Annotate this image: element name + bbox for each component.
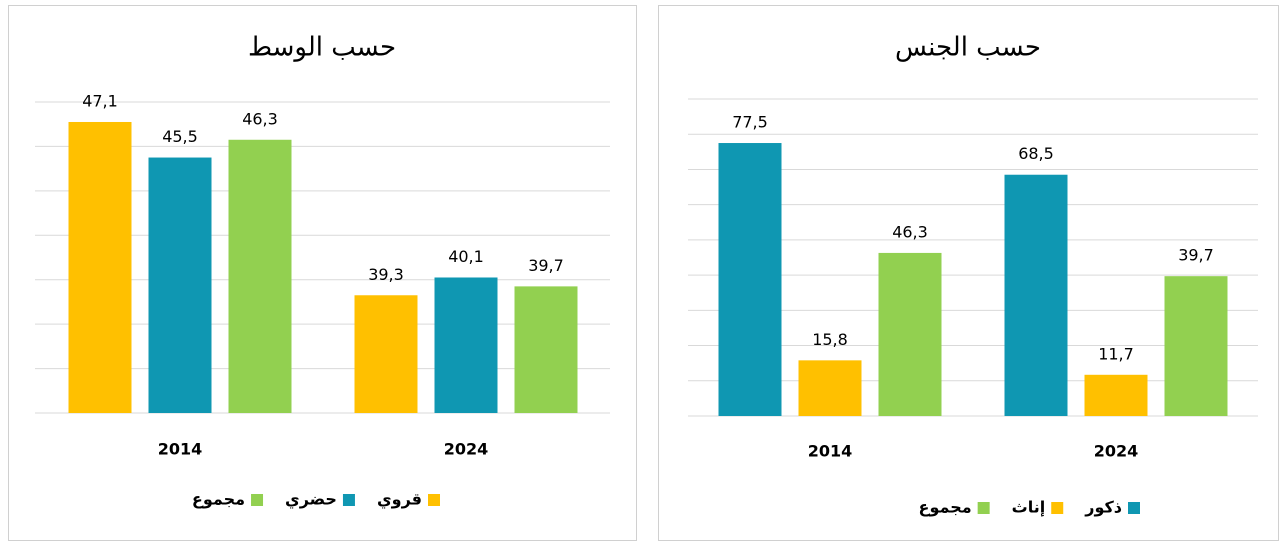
legend-swatch: [342, 494, 355, 506]
legend-label: حضري: [285, 490, 337, 510]
bar: [148, 157, 212, 413]
bar: [68, 121, 132, 413]
data-label: 39,7: [1178, 246, 1214, 265]
bar: [798, 360, 862, 416]
legend-swatch: [1051, 502, 1064, 514]
bar: [354, 295, 418, 413]
legend-label: مجموع: [919, 498, 972, 517]
x-tick-label: 2014: [158, 440, 203, 459]
data-label: 45,5: [162, 127, 198, 146]
x-tick-label: 2024: [1094, 442, 1139, 461]
data-label: 39,3: [368, 265, 404, 284]
data-label: 47,1: [82, 91, 118, 110]
data-label: 40,1: [448, 247, 484, 266]
bar: [1084, 374, 1148, 416]
chart-title: حسب الجنس: [895, 33, 1041, 63]
legend-label: قروي: [377, 490, 422, 510]
data-label: 46,3: [892, 222, 928, 241]
data-label: 11,7: [1098, 344, 1134, 363]
legend-swatch: [977, 502, 990, 514]
data-label: 46,3: [242, 109, 278, 128]
data-label: 39,7: [528, 256, 564, 275]
bar: [1164, 276, 1228, 416]
data-label: 68,5: [1018, 144, 1054, 163]
legend-swatch: [1128, 502, 1140, 514]
chart-title: حسب الوسط: [248, 33, 396, 63]
x-tick-label: 2014: [808, 442, 853, 461]
bar: [718, 143, 782, 416]
bar: [228, 139, 292, 413]
data-label: 15,8: [812, 330, 848, 349]
legend-label: ذكور: [1084, 498, 1122, 517]
bar: [514, 286, 578, 413]
bar: [434, 277, 498, 413]
data-label: 77,5: [732, 113, 768, 132]
legend-label: إناث: [1012, 498, 1046, 517]
bar: [1004, 174, 1068, 416]
legend-swatch: [428, 494, 440, 506]
x-tick-label: 2024: [444, 440, 489, 459]
legend-swatch: [251, 494, 264, 506]
bar: [878, 252, 942, 416]
legend-label: مجموع: [192, 490, 245, 509]
